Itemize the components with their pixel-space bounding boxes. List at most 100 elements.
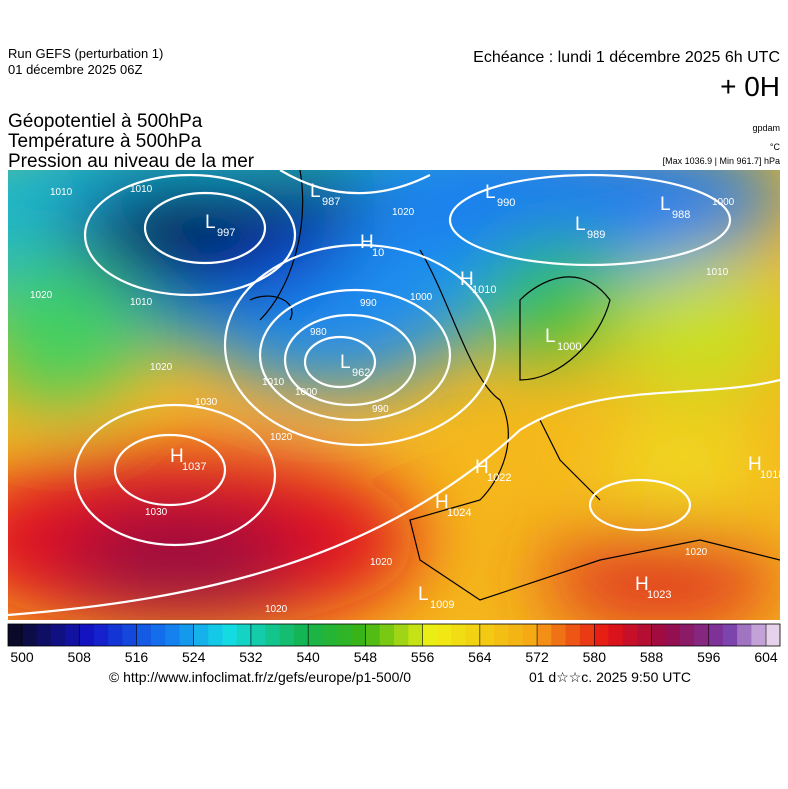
colorbar-swatch (122, 624, 138, 646)
colorbar-swatch (665, 624, 681, 646)
field-name: Température à 500hPa (8, 131, 202, 152)
colorbar-frame (7, 623, 781, 647)
center-value: 990 (497, 197, 515, 209)
colorbar-swatch (765, 624, 781, 646)
colorbar-swatch (608, 624, 624, 646)
colorbar-tick-label: 580 (583, 649, 607, 665)
colorbar-swatch (394, 624, 409, 646)
temperature-field (8, 170, 780, 620)
colorbar-swatch (322, 624, 338, 646)
colorbar-swatch (150, 624, 166, 646)
isobar-label: 1030 (195, 397, 218, 408)
colorbar-swatch (265, 624, 281, 646)
center-type: L (575, 214, 586, 235)
field-name: Pression au niveau de la mer (8, 151, 255, 172)
colorbar-tick-label: 588 (640, 649, 664, 665)
isobar-label: 1020 (30, 290, 53, 301)
colorbar-swatch (108, 624, 123, 646)
isobar-label: 1020 (265, 604, 288, 615)
colorbar-swatch (679, 624, 695, 646)
isobars (8, 170, 780, 617)
center-value: 1000 (557, 341, 581, 353)
colorbar-swatch (637, 624, 652, 646)
isobar-label: 1020 (685, 547, 708, 558)
isobar-label: 1000 (712, 197, 735, 208)
colorbar-swatch (408, 624, 424, 646)
isobar-label: 1000 (410, 292, 433, 303)
center-value: 989 (587, 229, 605, 241)
colorbar-tick-label: 540 (296, 649, 320, 665)
colorbar-tick-label: 564 (468, 649, 492, 665)
colorbar-tick-label: 500 (10, 649, 34, 665)
center-value: 1010 (472, 284, 496, 296)
run-label: Run GEFS (perturbation 1) (8, 46, 163, 61)
center-value: 1023 (647, 589, 671, 601)
colorbar-swatch (594, 624, 609, 646)
colorbar-swatch (622, 624, 638, 646)
coastline (249, 170, 780, 601)
colorbar-swatch (65, 624, 80, 646)
colorbar-swatch (79, 624, 95, 646)
colorbar-tick-label: 532 (239, 649, 263, 665)
colorbar-swatch (222, 624, 238, 646)
valid-time: Echéance : lundi 1 décembre 2025 6h UTC (473, 49, 780, 66)
center-value: 1037 (182, 461, 206, 473)
colorbar-tick-label: 572 (525, 649, 549, 665)
unit: °C (770, 142, 781, 152)
colorbar-swatch (536, 624, 552, 646)
center-type: H (435, 492, 449, 513)
source: © http://www.infoclimat.fr/z/gefs/europe… (109, 669, 411, 685)
colorbar-swatch (50, 624, 66, 646)
colorbar-tick-label: 548 (354, 649, 378, 665)
center-value: 962 (352, 367, 370, 379)
center-type: H (635, 574, 649, 595)
isobar-label: 1010 (130, 184, 153, 195)
colorbar-swatch (236, 624, 252, 646)
center-value: 987 (322, 196, 340, 208)
lead-time: + 0H (720, 71, 780, 102)
colorbar-tick-label: 604 (754, 649, 778, 665)
unit: gpdam (752, 123, 780, 133)
center-type: H (170, 446, 184, 467)
colorbar-swatch (93, 624, 109, 646)
center-type: H (748, 454, 762, 475)
colorbar-swatch (465, 624, 481, 646)
center-type: L (485, 182, 496, 203)
colorbar-swatch (422, 624, 438, 646)
center-type: L (545, 326, 556, 347)
isobar-label: 1030 (145, 507, 168, 518)
colorbar-swatch (208, 624, 223, 646)
isobar-label: 1010 (262, 377, 285, 388)
colorbar-swatch (508, 624, 524, 646)
colorbar-swatch (565, 624, 581, 646)
colorbar-swatch (722, 624, 738, 646)
colorbar-tick-label: 556 (411, 649, 435, 665)
center-value: 1024 (447, 507, 471, 519)
isobar-label: 1020 (370, 557, 393, 568)
colorbar-swatch (494, 624, 509, 646)
map: 1010102010101010102098099010009901000101… (8, 170, 780, 620)
colorbar-tick-label: 508 (68, 649, 92, 665)
colorbar-swatch (479, 624, 495, 646)
colorbar-swatch (279, 624, 295, 646)
center-type: H (460, 269, 474, 290)
colorbar-swatch (36, 624, 52, 646)
colorbar-swatch (193, 624, 209, 646)
colorbar-swatch (737, 624, 752, 646)
colorbar-swatch (436, 624, 452, 646)
isobar-label: 1010 (130, 297, 153, 308)
center-value: 988 (672, 209, 690, 221)
isobar-label: 1000 (295, 387, 318, 398)
colorbar-swatch (651, 624, 667, 646)
run-date: 01 décembre 2025 06Z (8, 62, 142, 77)
colorbar-swatch (22, 624, 38, 646)
colorbar-swatch (336, 624, 352, 646)
center-type: L (310, 181, 321, 202)
isobar-label: 1020 (150, 362, 173, 373)
center-value: 10 (372, 247, 384, 259)
colorbar-tick-label: 596 (697, 649, 721, 665)
colorbar-swatch (708, 624, 724, 646)
center-value: 1009 (430, 599, 454, 611)
colorbar-swatch (551, 624, 567, 646)
